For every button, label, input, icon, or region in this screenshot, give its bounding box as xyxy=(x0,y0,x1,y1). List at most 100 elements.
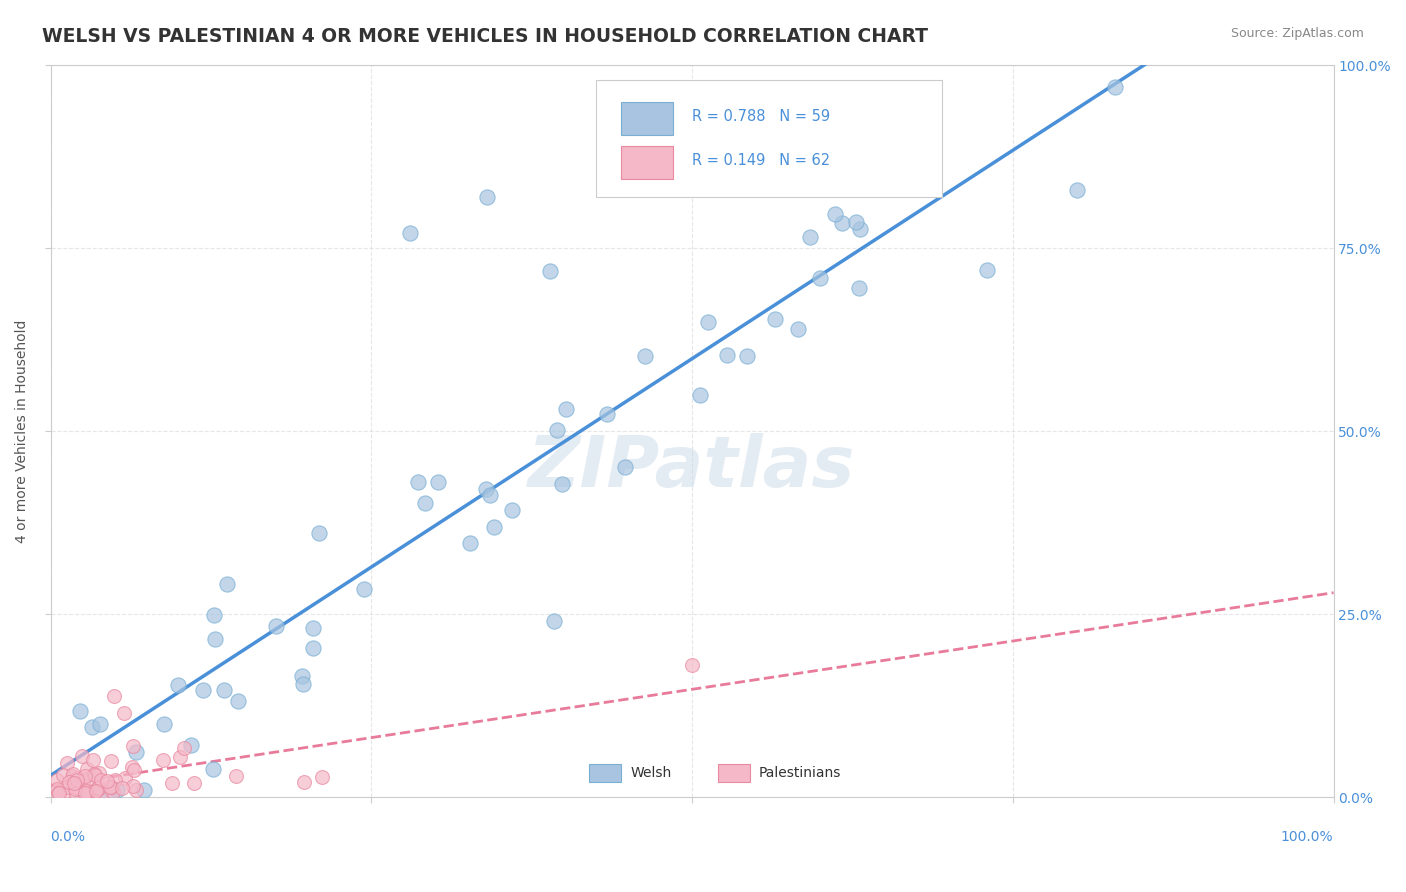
Point xyxy=(83,766,105,780)
Point xyxy=(697,315,720,329)
Point xyxy=(124,763,146,777)
Point xyxy=(976,263,998,277)
Point xyxy=(63,780,86,794)
Point xyxy=(45,773,67,788)
Point xyxy=(308,525,330,540)
Point xyxy=(52,787,75,801)
Point xyxy=(89,766,111,780)
Point xyxy=(406,475,429,489)
Point xyxy=(152,753,174,767)
Point xyxy=(787,322,810,336)
Point xyxy=(73,769,96,783)
Point xyxy=(82,753,104,767)
Point xyxy=(67,782,90,797)
Text: R = 0.149   N = 62: R = 0.149 N = 62 xyxy=(692,153,830,168)
Point xyxy=(63,781,86,796)
Point xyxy=(132,782,155,797)
Point xyxy=(183,776,205,790)
Point xyxy=(353,582,375,597)
Point xyxy=(398,227,420,241)
Point xyxy=(302,621,325,635)
Point xyxy=(91,786,114,800)
Point xyxy=(689,388,711,402)
Point xyxy=(180,739,202,753)
Point xyxy=(543,614,565,628)
Point xyxy=(75,786,97,800)
Point xyxy=(112,706,135,720)
Point xyxy=(104,772,127,787)
Point xyxy=(264,618,287,632)
Point xyxy=(484,520,506,534)
Point xyxy=(75,783,97,797)
Point xyxy=(121,779,143,793)
Point xyxy=(105,782,128,797)
Point xyxy=(596,407,619,421)
Point xyxy=(501,503,523,517)
Point xyxy=(58,774,80,789)
Text: Source: ZipAtlas.com: Source: ZipAtlas.com xyxy=(1230,27,1364,40)
Point xyxy=(426,475,449,489)
Point xyxy=(52,768,75,782)
Point xyxy=(75,783,97,797)
Point xyxy=(65,787,87,801)
Point xyxy=(193,682,215,697)
Point xyxy=(110,780,132,795)
Point xyxy=(60,769,83,783)
Point xyxy=(716,349,738,363)
Text: 100.0%: 100.0% xyxy=(1281,830,1333,844)
Point xyxy=(62,775,84,789)
Point xyxy=(152,716,174,731)
Text: ZIPatlas: ZIPatlas xyxy=(529,434,856,502)
Point xyxy=(72,749,94,764)
Point xyxy=(551,476,574,491)
Point xyxy=(86,781,108,796)
Point xyxy=(72,773,94,788)
Point xyxy=(735,349,758,363)
Point xyxy=(82,787,104,801)
Text: R = 0.788   N = 59: R = 0.788 N = 59 xyxy=(692,109,830,124)
Point xyxy=(98,780,121,794)
Point xyxy=(45,781,67,796)
Point xyxy=(167,678,190,692)
Point xyxy=(76,762,98,776)
Point xyxy=(458,536,481,550)
Point xyxy=(122,739,145,754)
Point xyxy=(48,786,70,800)
Point xyxy=(479,488,502,502)
Text: Palestinians: Palestinians xyxy=(759,766,841,780)
Point xyxy=(84,768,107,782)
Point xyxy=(90,782,112,797)
Point xyxy=(292,677,315,691)
Point xyxy=(169,750,191,764)
Point xyxy=(80,720,103,734)
FancyBboxPatch shape xyxy=(621,145,673,178)
Point xyxy=(96,774,118,789)
Point xyxy=(173,741,195,756)
Point xyxy=(291,669,314,683)
Point xyxy=(89,717,111,731)
Point xyxy=(311,770,333,784)
Text: WELSH VS PALESTINIAN 4 OR MORE VEHICLES IN HOUSEHOLD CORRELATION CHART: WELSH VS PALESTINIAN 4 OR MORE VEHICLES … xyxy=(42,27,928,45)
Point xyxy=(125,745,148,759)
Point xyxy=(848,281,870,295)
Point xyxy=(114,772,136,786)
FancyBboxPatch shape xyxy=(621,102,673,135)
FancyBboxPatch shape xyxy=(589,764,621,782)
Point xyxy=(76,787,98,801)
Point xyxy=(225,769,247,783)
Point xyxy=(86,784,108,798)
Point xyxy=(475,190,498,204)
Point xyxy=(69,705,91,719)
FancyBboxPatch shape xyxy=(596,79,942,197)
Point xyxy=(202,608,225,623)
Point xyxy=(76,772,98,786)
Point xyxy=(66,773,89,788)
Point xyxy=(413,496,436,510)
FancyBboxPatch shape xyxy=(717,764,749,782)
Point xyxy=(75,787,97,801)
Point xyxy=(217,576,239,591)
Text: Welsh: Welsh xyxy=(630,766,672,780)
Point xyxy=(1066,182,1088,196)
Point xyxy=(121,760,143,774)
Point xyxy=(214,683,236,698)
